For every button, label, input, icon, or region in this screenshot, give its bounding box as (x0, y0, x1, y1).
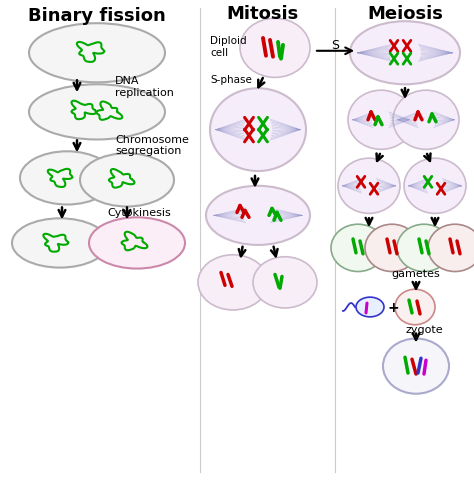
Ellipse shape (428, 225, 474, 272)
Ellipse shape (404, 159, 466, 214)
Text: Meiosis: Meiosis (367, 5, 443, 24)
Ellipse shape (206, 186, 310, 245)
Text: S-phase: S-phase (210, 75, 252, 85)
Ellipse shape (29, 24, 165, 83)
Text: Cytokinesis: Cytokinesis (107, 208, 171, 218)
Ellipse shape (350, 22, 460, 85)
Text: +: + (387, 300, 399, 314)
Ellipse shape (393, 91, 459, 150)
Text: S: S (331, 39, 339, 52)
Ellipse shape (29, 85, 165, 140)
Text: zygote: zygote (405, 324, 443, 334)
Ellipse shape (80, 154, 174, 207)
Ellipse shape (240, 19, 310, 78)
Ellipse shape (348, 91, 414, 150)
Text: Chromosome
segregation: Chromosome segregation (115, 134, 189, 156)
Ellipse shape (395, 289, 435, 325)
Ellipse shape (89, 218, 185, 269)
Ellipse shape (383, 339, 449, 394)
Ellipse shape (210, 89, 306, 172)
Ellipse shape (338, 159, 400, 214)
Ellipse shape (356, 298, 384, 317)
Text: gametes: gametes (392, 268, 440, 278)
Ellipse shape (397, 225, 451, 272)
Ellipse shape (12, 219, 108, 268)
Ellipse shape (331, 225, 385, 272)
Text: Diploid
cell: Diploid cell (210, 36, 246, 58)
Text: Mitosis: Mitosis (227, 5, 299, 24)
Ellipse shape (20, 152, 114, 205)
Ellipse shape (198, 255, 268, 310)
Ellipse shape (365, 225, 419, 272)
Text: DNA
replication: DNA replication (115, 76, 174, 98)
Ellipse shape (253, 257, 317, 308)
Text: Binary fission: Binary fission (28, 7, 166, 25)
